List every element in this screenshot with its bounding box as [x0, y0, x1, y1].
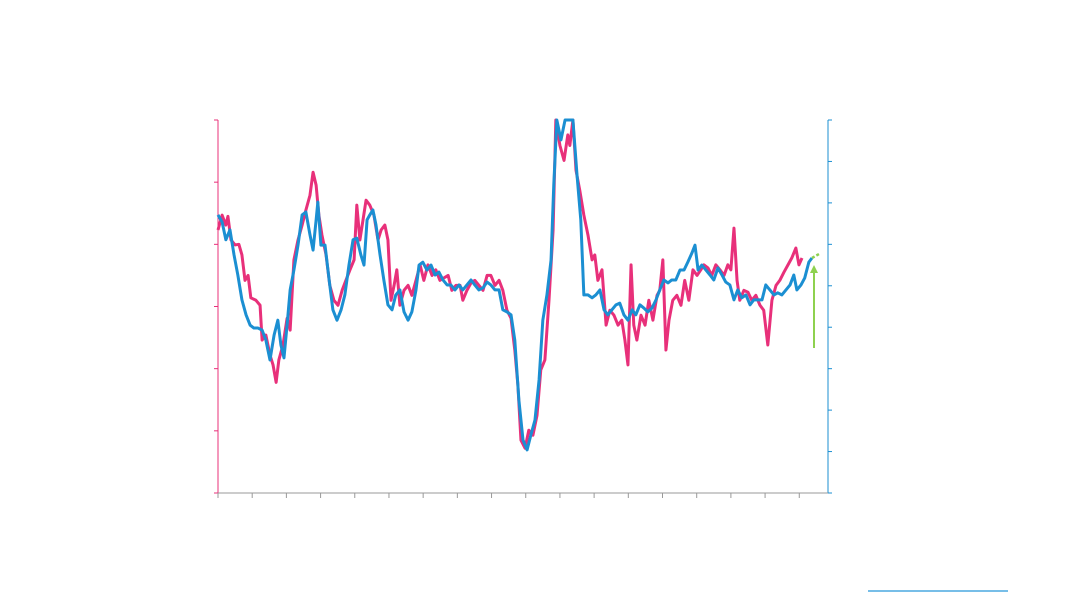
projection — [811, 252, 820, 260]
arrow-head — [810, 265, 818, 273]
series-line — [216, 118, 804, 450]
plot — [214, 118, 832, 498]
series-line — [216, 118, 814, 452]
